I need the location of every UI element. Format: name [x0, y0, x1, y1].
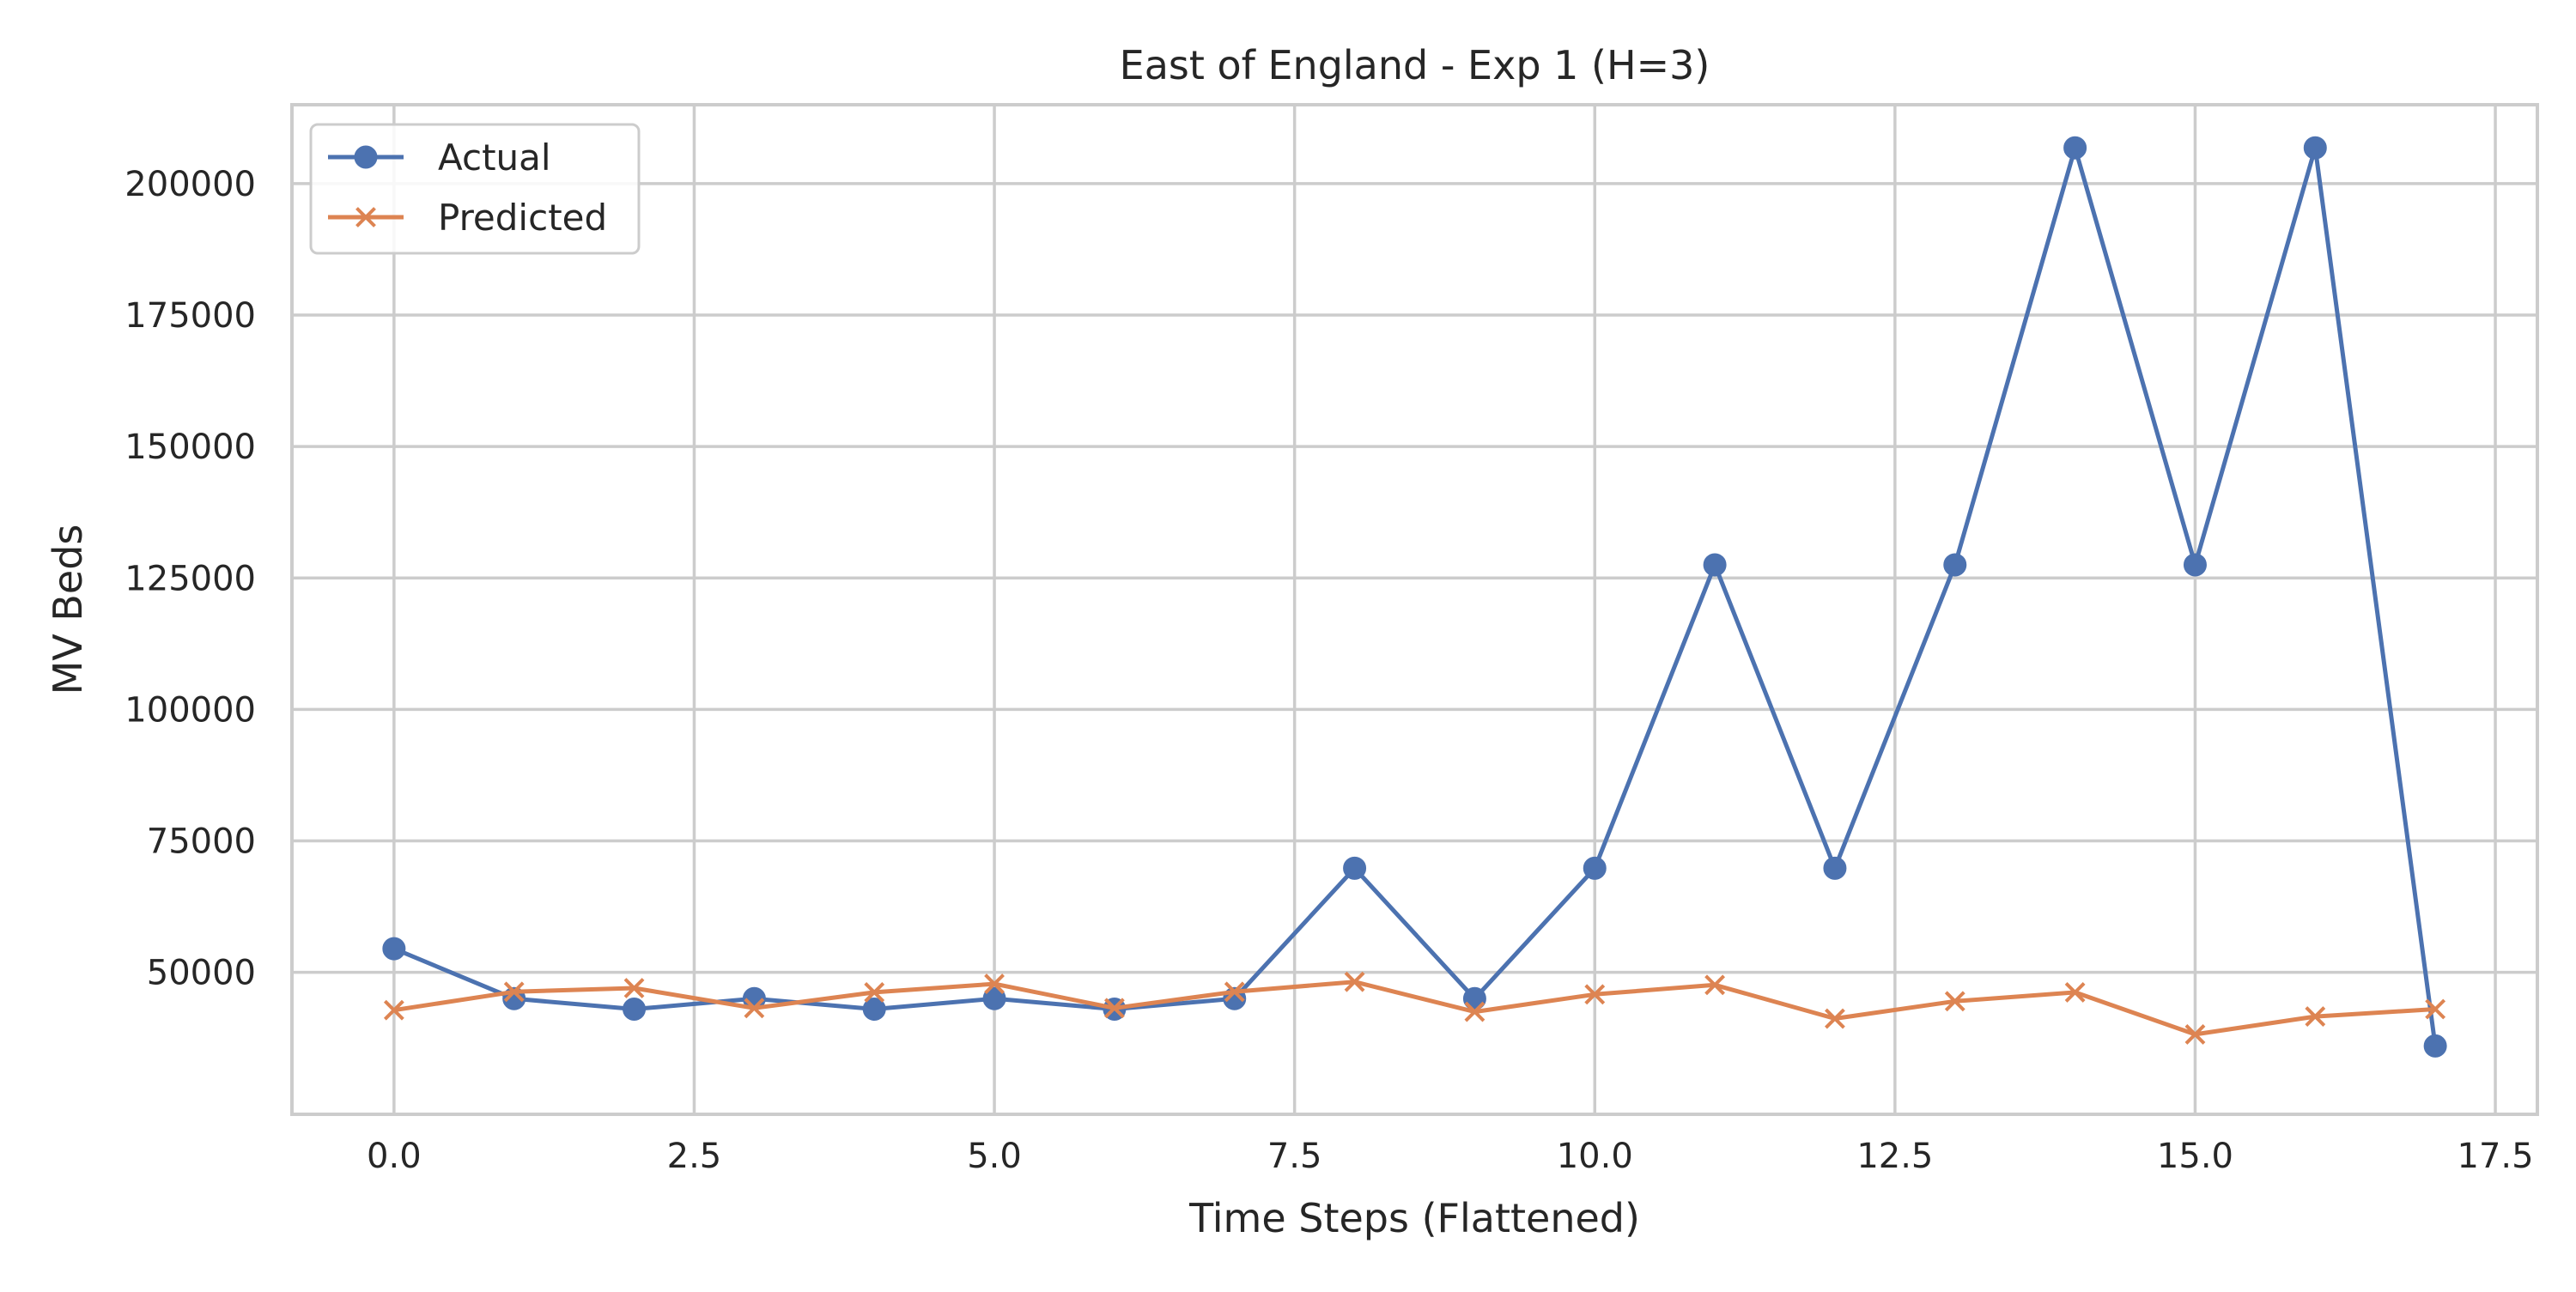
legend-label-actual: Actual: [438, 136, 551, 179]
series-line-actual: [392, 145, 2438, 1048]
data-point-actual: [1943, 553, 1967, 577]
data-point-actual: [2303, 136, 2327, 160]
data-point-actual: [1583, 856, 1607, 880]
y-tick-label: 50000: [147, 954, 256, 993]
y-tick-label: 75000: [147, 822, 256, 862]
y-tick-label: 125000: [125, 559, 256, 598]
data-point-predicted: [1704, 974, 1726, 996]
x-tick-label: 0.0: [367, 1137, 422, 1176]
legend-item-actual: Actual: [328, 136, 551, 179]
data-point-actual: [623, 998, 647, 1021]
data-point-predicted: [2305, 1006, 2326, 1027]
data-point-predicted: [1344, 971, 1365, 992]
data-point-actual: [1343, 856, 1367, 880]
x-tick-label: 7.5: [1267, 1137, 1322, 1176]
data-point-predicted: [984, 974, 1005, 995]
data-point-actual: [2063, 136, 2087, 160]
data-point-actual: [982, 986, 1006, 1010]
series-predicted: [383, 971, 2446, 1045]
data-point-actual: [382, 937, 406, 961]
y-tick-label: 200000: [125, 165, 256, 204]
y-tick-label: 175000: [125, 296, 256, 336]
data-point-predicted: [2425, 998, 2446, 1020]
data-point-predicted: [503, 981, 525, 1003]
data-point-actual: [1703, 553, 1727, 577]
data-point-predicted: [1464, 1001, 1485, 1022]
series-line-predicted: [392, 980, 2438, 1037]
data-point-predicted: [623, 978, 645, 998]
data-point-actual: [862, 998, 886, 1021]
legend-item-predicted: Predicted: [328, 197, 607, 239]
legend-marker-actual: [354, 145, 378, 169]
data-point-predicted: [744, 998, 765, 1019]
y-axis-label: MV Beds: [45, 525, 91, 695]
data-point-predicted: [1825, 1008, 1845, 1029]
series-actual: [382, 136, 2447, 1058]
x-tick-label: 12.5: [1856, 1137, 1933, 1176]
data-point-actual: [2423, 1034, 2447, 1058]
tick-labels: 0.0 2.5 5.0 7.5 10.0 12.5 15.0 17.5 50000 75000 10…: [125, 165, 2533, 1176]
data-point-predicted: [1224, 981, 1245, 1003]
data-point-predicted: [1944, 991, 1965, 1012]
data-point-actual: [1823, 856, 1847, 880]
data-point-predicted: [2064, 981, 2086, 1003]
legend: Actual Predicted: [309, 123, 641, 255]
data-point-predicted: [2184, 1023, 2206, 1045]
x-tick-label: 17.5: [2458, 1137, 2534, 1176]
legend-marker-predicted: [355, 207, 376, 227]
series-layer: [382, 136, 2447, 1058]
chart-title: East of England - Exp 1 (H=3): [1120, 42, 1710, 88]
data-point-predicted: [1584, 984, 1606, 1005]
legend-label-predicted: Predicted: [438, 197, 607, 239]
data-point-actual: [2183, 553, 2207, 577]
y-tick-label: 100000: [125, 690, 256, 730]
x-tick-label: 10.0: [1557, 1137, 1633, 1176]
data-point-predicted: [864, 981, 885, 1003]
y-tick-label: 150000: [125, 428, 256, 467]
x-tick-label: 15.0: [2157, 1137, 2233, 1176]
data-point-predicted: [383, 999, 404, 1021]
x-tick-label: 5.0: [967, 1137, 1022, 1176]
x-tick-label: 2.5: [667, 1137, 722, 1176]
x-axis-label: Time Steps (Flattened): [1188, 1195, 1640, 1241]
plot-frame: [290, 103, 2539, 1116]
data-point-predicted: [1103, 998, 1125, 1019]
grid: [292, 105, 2537, 1114]
